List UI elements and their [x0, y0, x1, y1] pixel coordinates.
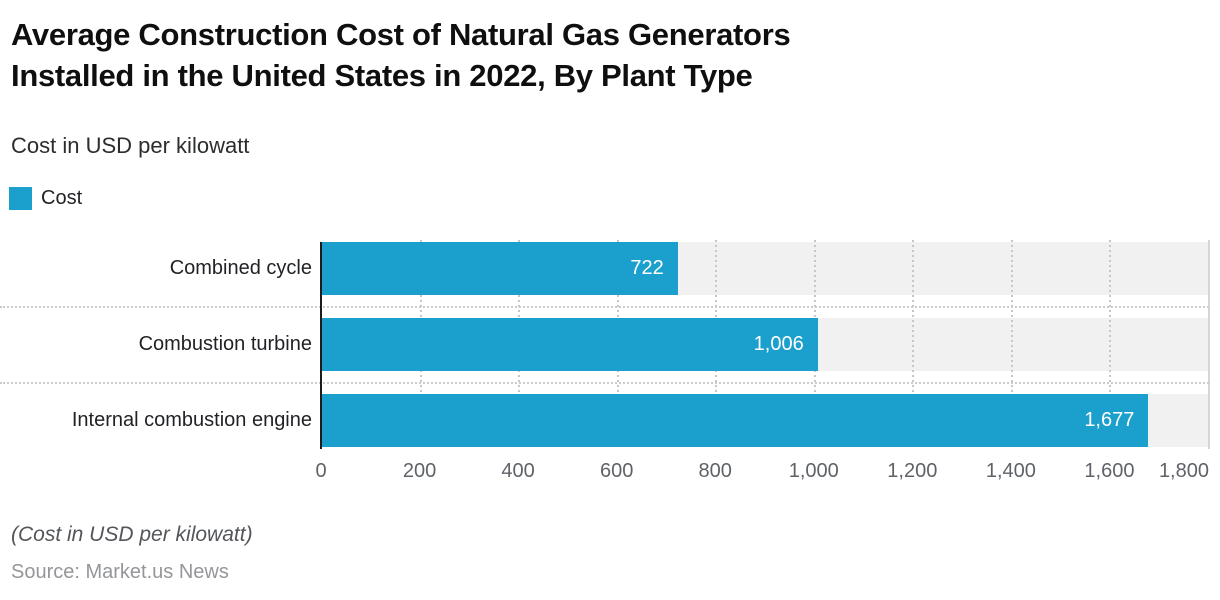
category-label: Combustion turbine — [138, 333, 312, 355]
y-axis-line — [320, 242, 322, 449]
x-tick-label: 1,000 — [788, 460, 839, 482]
chart-subtitle: Cost in USD per kilowatt — [11, 133, 250, 158]
chart-title-line-2: Installed in the United States in 2022, … — [11, 58, 753, 93]
x-tick-label: 1,600 — [1084, 460, 1135, 482]
gridline — [912, 240, 915, 449]
bar: 1,677 — [322, 394, 1149, 447]
legend-swatch-cost — [9, 187, 32, 210]
category-label: Internal combustion engine — [71, 409, 312, 431]
axis-units-note: (Cost in USD per kilowatt) — [11, 523, 253, 546]
bar-value-label: 722 — [630, 257, 664, 279]
row-separator — [0, 306, 1209, 308]
bar-value-label: 1,677 — [1084, 409, 1135, 431]
gridline — [1109, 240, 1112, 449]
x-tick-label: 800 — [698, 460, 732, 482]
chart-title: Average Construction Cost of Natural Gas… — [11, 14, 791, 96]
x-tick-label: 1,200 — [887, 460, 938, 482]
x-tick-label: 1,400 — [985, 460, 1036, 482]
x-tick-label: 600 — [599, 460, 634, 482]
bar-value-label: 1,006 — [753, 333, 804, 355]
legend-label-cost: Cost — [41, 187, 83, 209]
bar: 1,006 — [322, 318, 818, 371]
chart-title-line-1: Average Construction Cost of Natural Gas… — [11, 17, 791, 52]
gridline — [1010, 240, 1013, 449]
x-axis: 0 200 400 600 800 1,000 1,200 1,400 1,600 1,800 — [0, 450, 1220, 490]
category-label: Combined cycle — [169, 257, 312, 279]
gridline — [1208, 240, 1210, 449]
legend: Cost — [9, 187, 82, 210]
x-tick-label: 0 — [315, 460, 327, 482]
source-credit: Source: Market.us News — [11, 561, 229, 583]
plot-area: Combined cycle 722 Combustion turbine 1,006… — [0, 240, 1220, 450]
x-tick-label: 400 — [501, 460, 535, 482]
bar: 722 — [322, 242, 678, 295]
row-separator — [0, 382, 1209, 384]
x-tick-label: 1,800 — [1158, 460, 1209, 482]
x-tick-label: 200 — [402, 460, 437, 482]
